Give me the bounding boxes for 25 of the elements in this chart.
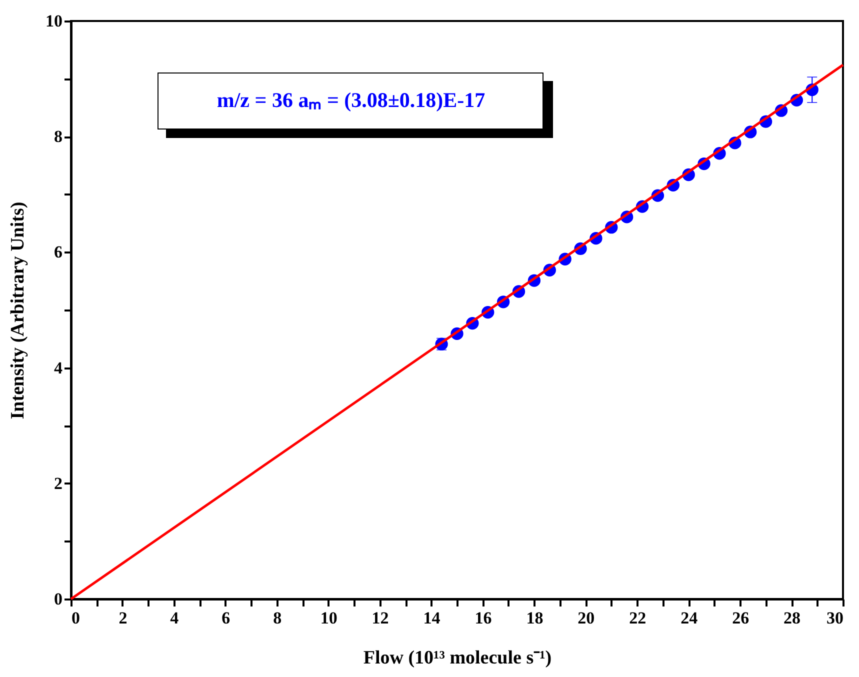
x-tick-label: 28: [784, 608, 801, 628]
x-tick-label: 22: [629, 608, 646, 628]
x-tick-label: 24: [680, 608, 698, 628]
x-tick-label: 12: [372, 608, 389, 628]
x-tick-label: 16: [474, 608, 492, 628]
y-tick-label: 2: [54, 474, 62, 493]
y-tick-label: 10: [46, 12, 62, 30]
y-axis-title: Intensity (Arbitrary Units): [8, 202, 28, 420]
x-tick-label: 2: [118, 608, 128, 628]
x-tick-label: 0: [72, 608, 80, 628]
annotation: m/z = 36 aₘ = (3.08±0.18)E-17: [216, 88, 486, 112]
y-tick-label: 8: [54, 127, 62, 146]
x-tick-label: 8: [273, 608, 282, 628]
x-tick-label: 14: [423, 608, 441, 628]
x-tick-label: 18: [526, 608, 544, 628]
x-tick-label: 10: [320, 608, 338, 628]
x-tick-label: 26: [732, 608, 750, 628]
x-tick-label: 6: [222, 608, 230, 628]
x-tick-label: 20: [578, 608, 595, 628]
x-tick-label: 4: [170, 608, 180, 628]
y-tick-label: 4: [54, 358, 63, 378]
x-axis-title: Flow (10¹³ molecule s⁻¹): [363, 648, 552, 668]
y-tick-label: 6: [54, 242, 62, 262]
y-tick-label: 0: [54, 590, 62, 608]
x-tick-label: 30: [826, 608, 844, 628]
